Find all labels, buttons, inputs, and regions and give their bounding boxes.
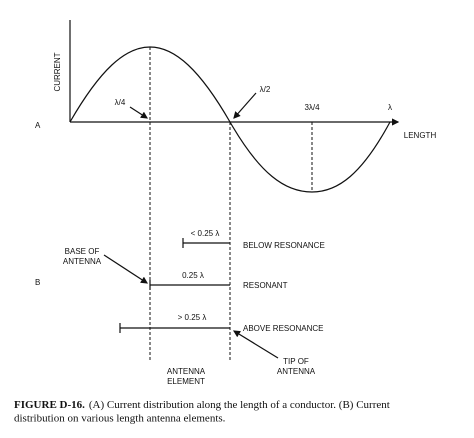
callout: ANTENNA [63, 257, 102, 266]
figure-number: FIGURE D-16. [14, 399, 85, 411]
callout: BASE OF [65, 247, 100, 256]
wave-label: 3λ/4 [304, 103, 320, 112]
callout: ANTENNA [167, 367, 206, 376]
current-wave [69, 46, 391, 193]
length-label: 0.25 λ [182, 271, 204, 280]
panel-label: B [35, 278, 40, 287]
callout: ELEMENT [167, 377, 205, 386]
guides [149, 47, 313, 360]
wave-label: λ/2 [260, 85, 271, 94]
state-label: RESONANT [243, 281, 288, 290]
pointer [232, 330, 279, 359]
caption-text: (A) Current distribution along the lengt… [89, 399, 390, 411]
callout: ANTENNA [277, 367, 316, 376]
x-axis-label: LENGTH [404, 131, 437, 140]
length-label: < 0.25 λ [191, 229, 220, 238]
pointer [129, 106, 149, 119]
pointer [233, 92, 257, 119]
panel-label: A [35, 121, 41, 130]
caption: FIGURE D-16. (A) Current distribution alo… [14, 399, 390, 411]
wave-label: λ [388, 103, 392, 112]
pointer [103, 254, 149, 284]
callout: TIP OF [283, 357, 309, 366]
caption-text: distribution on various length antenna e… [14, 413, 226, 425]
state-label: ABOVE RESONANCE [243, 324, 323, 333]
wave-label: λ/4 [115, 98, 126, 107]
state-label: BELOW RESONANCE [243, 241, 325, 250]
y-axis-label: CURRENT [53, 52, 62, 91]
length-label: > 0.25 λ [178, 313, 207, 322]
axes [69, 20, 400, 126]
